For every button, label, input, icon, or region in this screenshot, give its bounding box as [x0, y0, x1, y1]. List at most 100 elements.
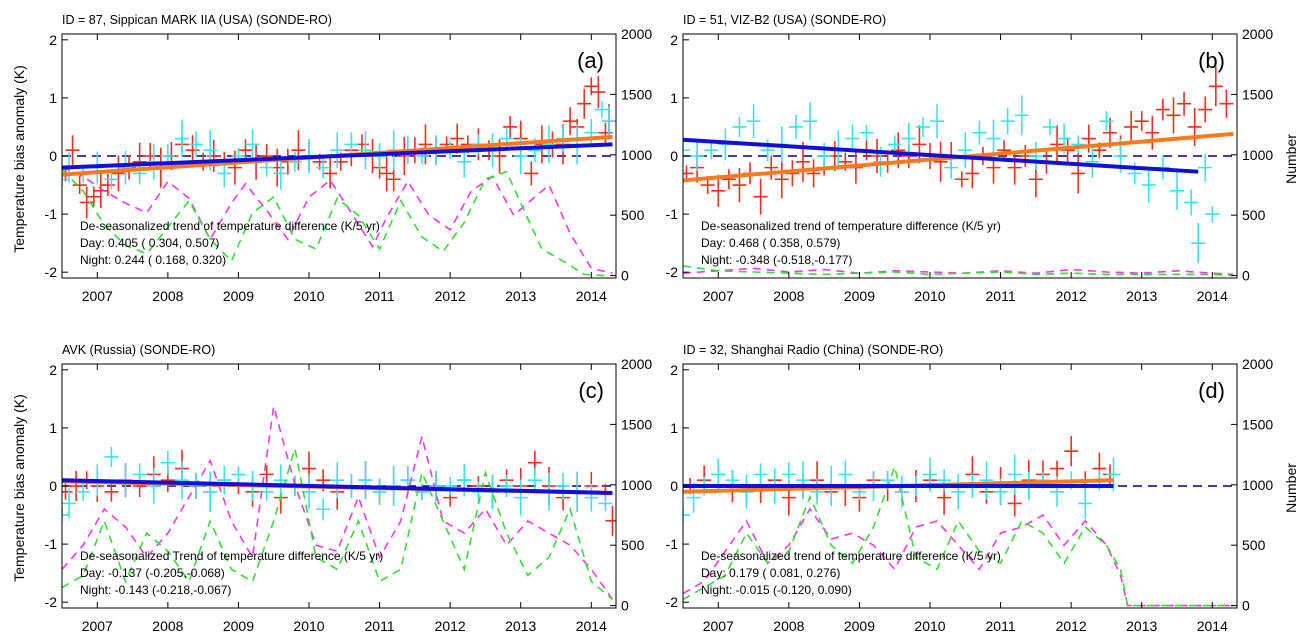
data-point	[774, 160, 789, 199]
y-tick-label: -1	[666, 536, 679, 552]
y-tick-label: -1	[45, 536, 58, 552]
x-tick-label: 2011	[365, 618, 395, 634]
y2-tick-label: 500	[621, 207, 645, 223]
y2-tick-label: 1000	[1242, 147, 1273, 163]
y2-tick-label: 2000	[1242, 356, 1273, 372]
data-point	[1106, 457, 1121, 492]
y2-tick-label: 500	[621, 537, 645, 553]
x-tick-label: 2010	[914, 618, 945, 634]
plot-area	[683, 66, 1237, 277]
plot-area	[683, 436, 1237, 607]
data-point	[541, 125, 556, 164]
data-point	[330, 132, 345, 169]
y2-tick-label: 2000	[621, 26, 652, 42]
annotation-title: De-seasonalized trend of temperature dif…	[80, 219, 380, 233]
data-point	[273, 157, 288, 190]
y2-tick-label: 1500	[621, 416, 652, 432]
data-point	[598, 495, 613, 512]
data-point	[1000, 108, 1015, 135]
series-night-count	[683, 463, 1234, 607]
annotation-night: Night: -0.348 (-0.518,-0.177)	[701, 253, 852, 267]
data-point	[1042, 118, 1057, 135]
data-point	[894, 475, 909, 508]
data-point	[1099, 111, 1114, 132]
y2-tick-label: 500	[1242, 537, 1266, 553]
data-point	[781, 462, 796, 487]
y2-tick-label: 0	[1242, 598, 1250, 614]
x-tick-label: 2008	[773, 288, 804, 304]
night-trend-line	[62, 478, 613, 495]
annotation-title: De-seasonalized trend of temperature dif…	[701, 549, 1001, 563]
data-point	[711, 174, 726, 207]
night-trend-line	[62, 142, 613, 170]
panel-label: (a)	[577, 48, 604, 73]
data-point	[386, 167, 401, 192]
data-point	[1050, 460, 1065, 477]
x-tick-label: 2014	[576, 288, 607, 304]
y2-tick-label: 2000	[621, 356, 652, 372]
data-point	[795, 461, 810, 500]
data-point	[513, 479, 528, 516]
count-line	[683, 265, 1234, 277]
count-line	[62, 166, 613, 274]
data-point	[887, 135, 902, 154]
data-point	[753, 463, 768, 486]
data-point	[372, 478, 387, 505]
data-point	[245, 129, 260, 160]
count-line	[62, 448, 614, 601]
data-point	[810, 478, 825, 505]
right-ylabel-top: Number	[1283, 134, 1299, 184]
x-tick-label: 2012	[1056, 618, 1087, 634]
data-point	[323, 158, 338, 189]
data-point	[915, 116, 930, 137]
data-point	[933, 141, 948, 182]
data-point	[806, 159, 821, 188]
right-ylabel-bottom: Number	[1283, 463, 1299, 513]
data-point	[944, 156, 959, 179]
x-tick-label: 2009	[844, 288, 875, 304]
night-trend-line	[683, 137, 1199, 174]
panel-3: AVK (Russia) (SONDE-RO) (c) De-seasonalize…	[45, 343, 653, 634]
data-point	[330, 462, 345, 499]
annotation-title: De-seasonalized trend of temperature dif…	[701, 219, 1001, 233]
y-tick-label: -1	[45, 206, 58, 222]
data-point	[1071, 135, 1086, 154]
data-point	[379, 155, 394, 192]
data-point	[591, 76, 606, 109]
x-tick-label: 2012	[1056, 288, 1087, 304]
x-tick-label: 2007	[82, 288, 113, 304]
y2-tick-label: 1000	[621, 147, 652, 163]
data-point	[1028, 142, 1043, 170]
panel-2: ID = 51, VIZ-B2 (USA) (SONDE-RO) (b) De-se…	[666, 13, 1274, 304]
data-point	[111, 155, 126, 192]
x-tick-label: 2009	[223, 288, 254, 304]
data-point	[1134, 111, 1149, 132]
x-tick-label: 2010	[293, 618, 324, 634]
data-point	[69, 471, 84, 501]
data-point	[1145, 115, 1160, 150]
x-tick-label: 2011	[986, 618, 1016, 634]
data-point	[1198, 153, 1213, 182]
x-tick-label: 2014	[576, 618, 607, 634]
count-line	[62, 168, 606, 277]
y-tick-label: 2	[49, 362, 57, 378]
data-point	[764, 155, 779, 180]
x-tick-label: 2011	[986, 288, 1016, 304]
panel-label: (d)	[1198, 378, 1225, 403]
panel-label: (b)	[1198, 48, 1225, 73]
data-point	[524, 161, 539, 186]
data-point	[803, 102, 818, 141]
series-day-count	[62, 406, 614, 600]
trend-annotation: De-seasonalized Trend of temperature dif…	[80, 549, 383, 597]
data-point	[1007, 454, 1022, 495]
data-point	[1155, 98, 1170, 121]
annotation-night: Night: -0.143 (-0.218,-0.067)	[80, 583, 231, 597]
x-tick-label: 2012	[435, 618, 466, 634]
y2-tick-label: 0	[621, 598, 629, 614]
y-tick-label: -2	[666, 264, 679, 280]
y-tick-label: 2	[49, 32, 57, 48]
panel-title: ID = 32, Shanghai Radio (China) (SONDE-R…	[683, 343, 943, 357]
data-point	[951, 473, 966, 510]
y2-axis: 0 500 1000 1500 2000	[610, 356, 652, 614]
